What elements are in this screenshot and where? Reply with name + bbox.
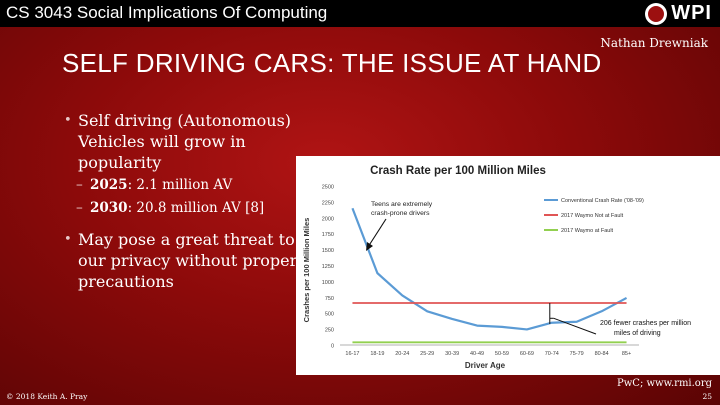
author-name: Nathan Drewniak	[600, 36, 708, 50]
y-tick-label: 1750	[322, 232, 334, 238]
copyright: © 2018 Keith A. Pray	[6, 392, 88, 401]
y-tick-label: 500	[325, 312, 334, 318]
x-tick-label: 70-74	[545, 351, 559, 357]
y-tick-label: 2500	[322, 185, 334, 191]
annotation-teens-line1: Teens are extremely	[371, 201, 433, 208]
x-tick-label: 16-17	[345, 351, 359, 357]
chart-xlabel: Driver Age	[465, 361, 506, 370]
bullet-item: May pose a great threat to our privacy w…	[64, 229, 300, 292]
legend-label: 2017 Waymo Not at Fault	[561, 213, 624, 219]
crash-rate-chart: Crash Rate per 100 Million Miles Crashes…	[296, 156, 720, 375]
annotation-teens-line2: crash-prone drivers	[371, 210, 430, 217]
page-number: 25	[702, 392, 712, 401]
y-tick-label: 750	[325, 296, 334, 302]
y-tick-label: 2000	[322, 216, 334, 222]
y-tick-label: 250	[325, 328, 334, 334]
sub-bullet-item: 2025: 2.1 million AV	[64, 175, 300, 196]
annotation-leader-line	[553, 317, 597, 335]
sub-bullet-text: : 20.8 million AV [8]	[127, 200, 265, 216]
chart-svg: Crash Rate per 100 Million Miles Crashes…	[302, 165, 691, 370]
sub-bullet-year: 2030	[90, 200, 128, 216]
annotation-fewer-line2: miles of driving	[614, 330, 661, 337]
wpi-logo: WPI	[645, 2, 712, 25]
bullet-list: Self driving (Autonomous) Vehicles will …	[64, 110, 300, 292]
annotation-arrowhead	[366, 242, 373, 251]
y-tick-label: 2250	[322, 200, 334, 206]
y-tick-label: 1000	[322, 280, 334, 286]
x-tick-label: 75-79	[570, 351, 584, 357]
source-citation: PwC; www.rmi.org	[617, 378, 712, 389]
x-tick-label: 60-69	[520, 351, 534, 357]
top-bar: CS 3043 Social Implications Of Computing…	[0, 0, 720, 27]
course-title: CS 3043 Social Implications Of Computing	[6, 3, 328, 22]
x-tick-label: 40-49	[470, 351, 484, 357]
wpi-seal-icon	[645, 2, 668, 25]
y-tick-label: 1500	[322, 248, 334, 254]
legend-label: Conventional Crash Rate ('08-'09)	[561, 198, 644, 204]
x-tick-label: 85+	[622, 351, 631, 357]
y-tick-label: 1250	[322, 264, 334, 270]
x-tick-label: 30-39	[445, 351, 459, 357]
slide-title: SELF DRIVING CARS: THE ISSUE AT HAND	[62, 48, 602, 78]
y-tick-label: 0	[331, 344, 334, 350]
annotation-arrow	[367, 218, 387, 248]
legend-label: 2017 Waymo at Fault	[561, 228, 614, 234]
x-tick-label: 25-29	[420, 351, 434, 357]
annotation-fewer-line1: 206 fewer crashes per million	[600, 320, 691, 327]
x-tick-label: 80-84	[595, 351, 609, 357]
series-line-conventional	[351, 207, 628, 331]
sub-bullet-text: : 2.1 million AV	[127, 177, 233, 193]
chart-ylabel: Crashes per 100 Million Miles	[302, 218, 311, 323]
x-tick-label: 18-19	[370, 351, 384, 357]
wpi-logo-text: WPI	[671, 2, 712, 24]
bullet-item: Self driving (Autonomous) Vehicles will …	[64, 110, 300, 173]
x-tick-label: 20-24	[395, 351, 409, 357]
chart-title: Crash Rate per 100 Million Miles	[370, 165, 546, 177]
sub-bullet-item: 2030: 20.8 million AV [8]	[64, 198, 300, 219]
x-tick-label: 50-59	[495, 351, 509, 357]
sub-bullet-year: 2025	[90, 177, 128, 193]
